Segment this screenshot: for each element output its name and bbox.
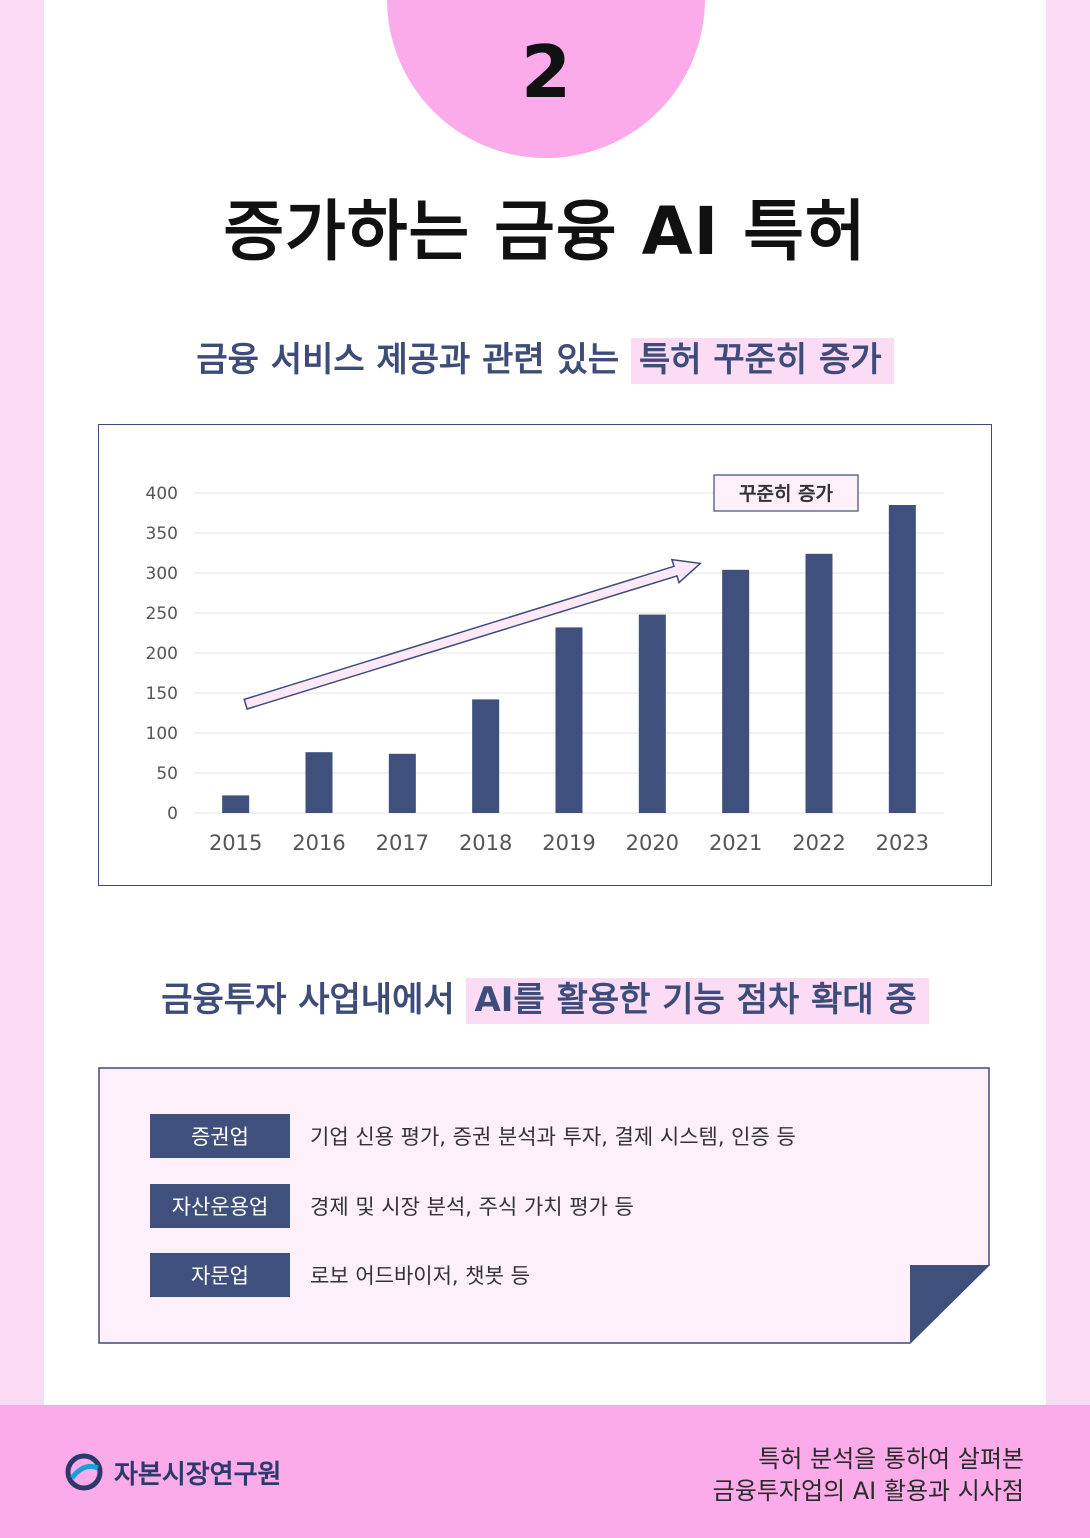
y-tick-label: 100 — [146, 724, 178, 744]
bar — [555, 627, 583, 813]
industry-description: 경제 및 시장 분석, 주식 가치 평가 등 — [310, 1195, 634, 1219]
x-tick-label: 2016 — [292, 831, 345, 855]
chart-subtitle-prefix: 금융 서비스 제공과 관련 있는 — [196, 340, 631, 380]
industry-description: 기업 신용 평가, 증권 분석과 투자, 결제 시스템, 인증 등 — [310, 1125, 796, 1149]
y-tick-label: 200 — [146, 644, 178, 664]
bar — [305, 752, 333, 813]
x-tick-label: 2018 — [459, 831, 512, 855]
y-tick-label: 0 — [167, 804, 178, 824]
x-tick-label: 2019 — [542, 831, 595, 855]
x-tick-label: 2022 — [792, 831, 845, 855]
x-tick-label: 2021 — [709, 831, 762, 855]
usage-list-panel: 증권업 기업 신용 평가, 증권 분석과 투자, 결제 시스템, 인증 등 자산… — [98, 1067, 990, 1344]
bar — [638, 614, 666, 813]
x-tick-label: 2015 — [209, 831, 262, 855]
annotation-box — [713, 474, 859, 512]
bar — [722, 569, 750, 813]
industry-tag: 자산운용업 — [150, 1184, 290, 1228]
org-name: 자본시장연구원 — [114, 1459, 282, 1490]
y-tick-label: 300 — [146, 564, 178, 584]
page-fold-corner — [910, 1265, 989, 1343]
y-tick-label: 250 — [146, 604, 178, 624]
footer-band: 자본시장연구원 특허 분석을 통하여 살펴본 금융투자업의 AI 활용과 시사점 — [0, 1405, 1090, 1538]
chart-panel: 0 50 100 150 200 250 300 350 400 2015 2016 2017 2018… — [98, 424, 992, 886]
x-tick-label: 2023 — [876, 831, 929, 855]
industry-tag: 증권업 — [150, 1114, 290, 1158]
page-number: 2 — [520, 30, 572, 114]
right-margin-band — [1046, 0, 1090, 1405]
bar — [388, 753, 416, 813]
y-tick-label: 150 — [146, 684, 178, 704]
bar — [472, 699, 500, 813]
list-subtitle-highlight: AI를 활용한 기능 점차 확대 중 — [466, 978, 929, 1024]
y-tick-label: 50 — [156, 764, 178, 784]
org-logo-icon — [65, 1453, 103, 1491]
report-title-line1: 특허 분석을 통하여 살펴본 — [758, 1445, 1024, 1473]
left-margin-band — [0, 0, 44, 1405]
y-tick-label: 400 — [146, 484, 178, 504]
chart-subtitle-highlight: 특허 꾸준히 증가 — [630, 338, 894, 384]
list-subtitle: 금융투자 사업내에서 AI를 활용한 기능 점차 확대 중 — [44, 972, 1046, 1024]
bar — [888, 505, 916, 813]
x-tick-label: 2017 — [376, 831, 429, 855]
bar — [222, 795, 250, 813]
list-item: 자산운용업 경제 및 시장 분석, 주식 가치 평가 등 — [150, 1184, 634, 1228]
bar-chart: 0 50 100 150 200 250 300 350 400 2015 2016 2017 2018… — [146, 474, 944, 855]
chart-subtitle: 금융 서비스 제공과 관련 있는 특허 꾸준히 증가 — [44, 332, 1046, 384]
folded-paper-frame — [98, 1067, 990, 1344]
list-subtitle-prefix: 금융투자 사업내에서 — [161, 980, 467, 1020]
bar — [805, 553, 833, 813]
industry-tag: 자문업 — [150, 1253, 290, 1297]
list-item: 증권업 기업 신용 평가, 증권 분석과 투자, 결제 시스템, 인증 등 — [150, 1114, 796, 1158]
y-tick-label: 350 — [146, 524, 178, 544]
x-tick-label: 2020 — [626, 831, 679, 855]
org-logo: 자본시장연구원 — [64, 1452, 281, 1492]
trend-arrow — [243, 558, 703, 710]
report-title-line2: 금융투자업의 AI 활용과 시사점 — [712, 1477, 1024, 1505]
page-card: 2 증가하는 금융 AI 특허 금융 서비스 제공과 관련 있는 특허 꾸준히 … — [44, 0, 1046, 1405]
annotation-label: 꾸준히 증가 — [739, 483, 834, 505]
page-title: 증가하는 금융 AI 특허 — [223, 193, 867, 270]
report-title: 특허 분석을 통하여 살펴본 금융투자업의 AI 활용과 시사점 — [713, 1443, 1024, 1507]
industry-description: 로보 어드바이저, 챗봇 등 — [310, 1264, 530, 1288]
list-item: 자문업 로보 어드바이저, 챗봇 등 — [150, 1253, 530, 1297]
